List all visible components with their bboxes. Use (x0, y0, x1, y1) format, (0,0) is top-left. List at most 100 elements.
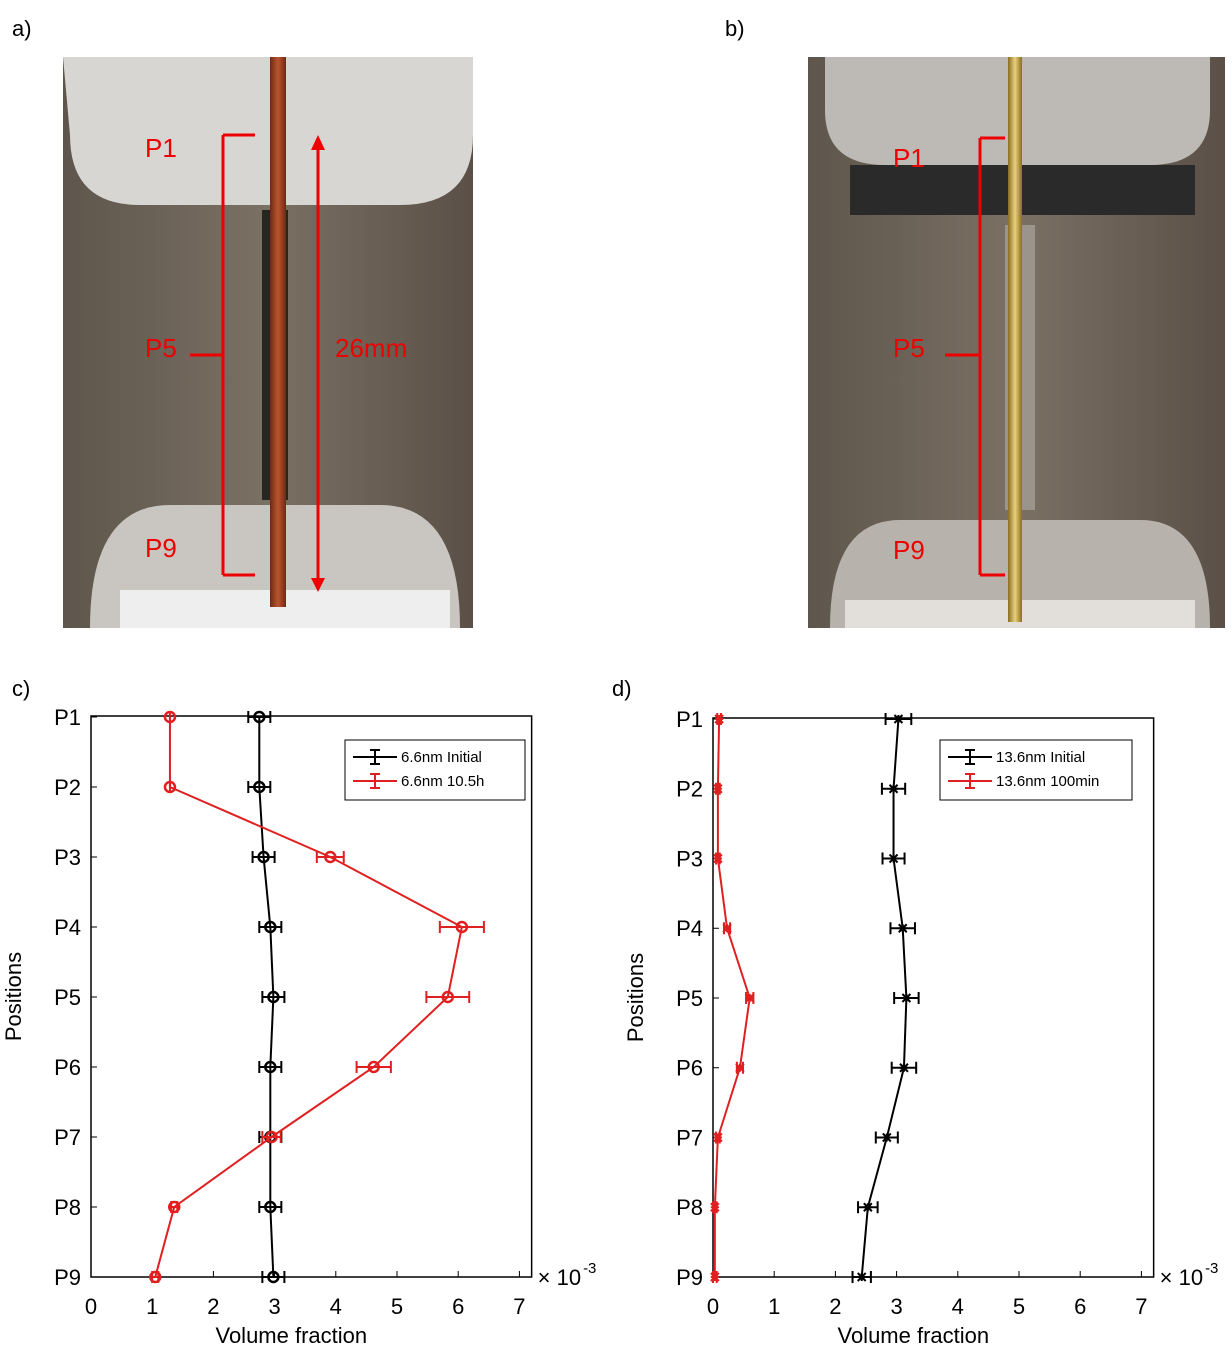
photo-annotation: P5 (893, 333, 925, 363)
y-axis-label: Positions (623, 953, 648, 1042)
error-bar (251, 851, 276, 863)
photo-b (808, 57, 1225, 628)
x-scale-exponent: -3 (1205, 1260, 1218, 1277)
data-point (713, 853, 723, 864)
x-tick-label: 5 (391, 1294, 403, 1319)
y-tick-label: P9 (676, 1265, 703, 1290)
data-point (735, 1063, 745, 1073)
data-point (264, 920, 277, 934)
data-point (888, 784, 899, 794)
data-point (882, 1132, 892, 1143)
data-point (710, 1272, 720, 1282)
data-point (713, 784, 723, 794)
data-point (863, 1202, 873, 1212)
plot: 6.6nm Initial 6.6nm 10.5h (90, 710, 533, 1284)
error-bar (438, 921, 485, 933)
error-bar (315, 851, 345, 863)
x-scale-exponent: -3 (583, 1260, 596, 1277)
data-point (149, 1270, 162, 1284)
y-tick-label: P7 (676, 1125, 703, 1150)
data-point (710, 1202, 720, 1212)
error-bar (425, 991, 471, 1003)
x-tick-label: 5 (1013, 1294, 1025, 1319)
photo-annotation: P9 (145, 533, 177, 563)
x-tick-label: 1 (768, 1294, 780, 1319)
legend-label: 6.6nm 10.5h (401, 773, 484, 790)
y-tick-label: P3 (676, 846, 703, 871)
photo-annotation: P1 (893, 143, 925, 173)
panel-label: c) (12, 676, 30, 701)
data-point (253, 780, 266, 794)
legend-label: 6.6nm Initial (401, 749, 482, 766)
data-point (901, 993, 912, 1003)
data-point (722, 923, 732, 933)
x-axis-label: Volume fraction (215, 1323, 367, 1348)
y-tick-label: P4 (676, 916, 703, 941)
error-bar (355, 1061, 392, 1073)
x-scale-label: × 10 (538, 1265, 581, 1290)
data-point (714, 714, 724, 724)
data-point (888, 853, 899, 864)
data-point (324, 850, 337, 864)
error-bar (258, 921, 283, 933)
legend-label: 13.6nm 100min (996, 773, 1099, 790)
x-tick-label: 7 (513, 1294, 525, 1319)
data-point (367, 1060, 380, 1074)
error-bar (258, 1201, 283, 1213)
error-bar (261, 991, 286, 1003)
y-tick-label: P3 (54, 845, 81, 870)
x-tick-label: 0 (707, 1294, 719, 1319)
y-tick-label: P2 (54, 775, 81, 800)
y-tick-label: P4 (54, 915, 81, 940)
y-tick-label: P1 (676, 707, 703, 732)
x-tick-label: 6 (1074, 1294, 1086, 1319)
error-bar (258, 1061, 283, 1073)
y-axis-label: Positions (1, 952, 26, 1041)
legend-swatch (948, 773, 992, 789)
y-tick-label: P8 (54, 1195, 81, 1220)
data-point (253, 710, 266, 724)
photo-annotation: 26mm (335, 333, 407, 363)
y-tick-label: P2 (676, 777, 703, 802)
data-point (441, 990, 455, 1004)
x-tick-label: 3 (890, 1294, 902, 1319)
legend-swatch (353, 773, 397, 789)
x-tick-label: 2 (829, 1294, 841, 1319)
plot: 13.6nm Initial 13.6nm 100min (710, 713, 1155, 1283)
x-tick-label: 6 (452, 1294, 464, 1319)
x-axis-label: Volume fraction (837, 1323, 989, 1348)
legend-swatch (353, 749, 397, 765)
data-point (163, 780, 177, 794)
x-tick-label: 1 (146, 1294, 158, 1319)
y-tick-label: P5 (676, 986, 703, 1011)
data-point (267, 990, 280, 1004)
legend-swatch (948, 749, 992, 765)
data-point (267, 1270, 280, 1284)
data-point (257, 850, 270, 864)
y-tick-label: P5 (54, 985, 81, 1010)
y-tick-label: P6 (676, 1056, 703, 1081)
x-tick-label: 4 (330, 1294, 342, 1319)
x-tick-label: 2 (207, 1294, 219, 1319)
y-tick-label: P1 (54, 705, 81, 730)
data-point (893, 714, 904, 724)
data-point (167, 1200, 181, 1214)
data-point (745, 993, 755, 1003)
data-point (898, 923, 908, 933)
data-point (857, 1272, 867, 1282)
legend-label: 13.6nm Initial (996, 749, 1085, 766)
x-tick-label: 7 (1135, 1294, 1147, 1319)
error-bar (261, 1271, 286, 1283)
data-point (163, 710, 177, 724)
photo-annotation: P5 (145, 333, 177, 363)
x-tick-label: 0 (85, 1294, 97, 1319)
y-tick-label: P8 (676, 1195, 703, 1220)
plot-area (712, 717, 1155, 1278)
panel-label: b) (725, 16, 745, 41)
y-tick-label: P9 (54, 1265, 81, 1290)
data-point (264, 1200, 277, 1214)
photo-annotation: P9 (893, 535, 925, 565)
y-tick-label: P6 (54, 1055, 81, 1080)
data-point (713, 1132, 723, 1143)
